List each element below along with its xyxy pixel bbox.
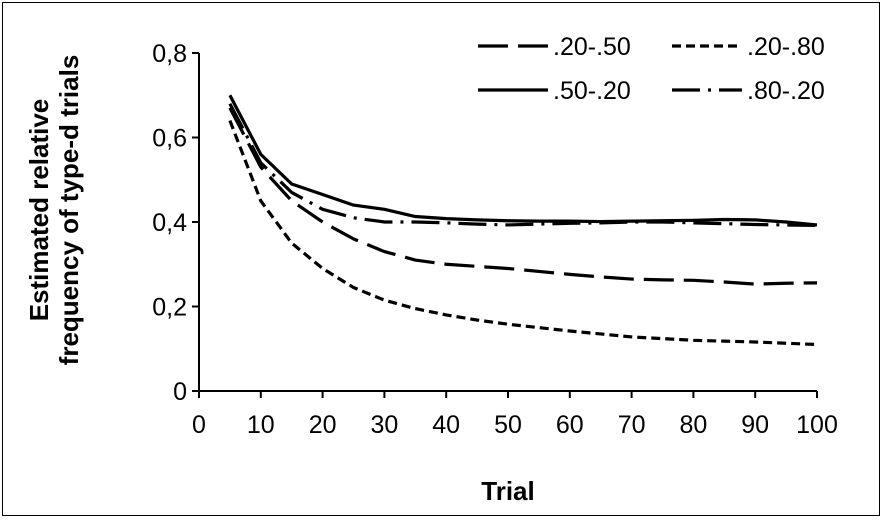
x-tick-label: 100	[796, 411, 838, 439]
y-tick-label: 0	[173, 378, 187, 406]
x-tick-label: 10	[247, 411, 275, 439]
x-tick-label: 30	[370, 411, 398, 439]
x-tick-label: 50	[494, 411, 522, 439]
y-tick-label: 0,8	[152, 40, 187, 68]
series-line	[228, 94, 818, 227]
series-lines	[228, 94, 818, 347]
y-tick-label: 0,4	[152, 209, 187, 237]
legend-label: .20-.50	[553, 33, 631, 61]
y-axis-label-line-2: frequency of type-d trials	[54, 55, 84, 366]
x-axis-label: Trial	[481, 476, 534, 506]
x-tick-label: 90	[741, 411, 769, 439]
y-tick-label: 0,6	[152, 125, 187, 153]
legend-label: .80-.20	[747, 77, 825, 105]
x-tick-label: 80	[679, 411, 707, 439]
x-tick-label: 40	[432, 411, 460, 439]
series-line	[228, 102, 818, 227]
y-axis-label-line-1: Estimated relative	[24, 99, 54, 322]
legend-label: .50-.20	[553, 77, 631, 105]
x-tick-label: 60	[556, 411, 584, 439]
x-tick-label: 70	[618, 411, 646, 439]
y-tick-label: 0,2	[152, 294, 187, 322]
legend: .20-.50 .20-.80 .50-.20 .80-.20	[478, 33, 825, 105]
x-ticks: 0 10 20 30 40 50 60 70 80 90 100	[192, 391, 838, 439]
series-line	[228, 120, 818, 347]
y-ticks: 0 0,2 0,4 0,6 0,8	[152, 40, 199, 406]
legend-label: .20-.80	[747, 33, 825, 61]
series-line	[228, 107, 818, 286]
x-tick-label: 20	[309, 411, 337, 439]
y-axis-label: Estimated relative frequency of type-d t…	[24, 55, 84, 366]
x-tick-label: 0	[192, 411, 206, 439]
